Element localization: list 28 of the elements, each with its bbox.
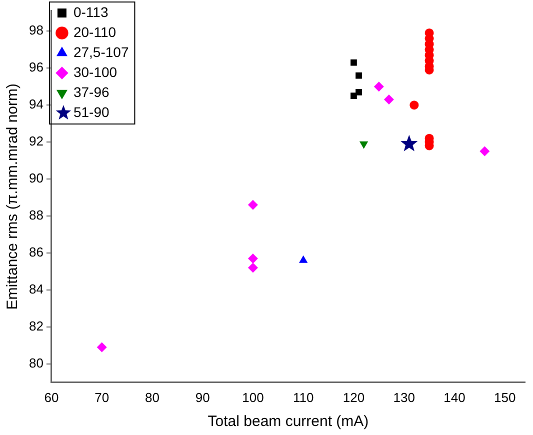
- x-tick-label: 110: [292, 390, 314, 405]
- x-tick-label: 140: [444, 390, 466, 405]
- x-tick-label: 130: [393, 390, 415, 405]
- y-tick-label: 92: [28, 134, 44, 149]
- y-tick-label: 96: [28, 60, 44, 75]
- y-tick-label: 82: [28, 318, 44, 334]
- legend-label: 51-90: [73, 104, 110, 120]
- y-tick-label: 86: [28, 244, 44, 260]
- x-tick-label: 80: [144, 390, 160, 405]
- x-tick-label: 70: [94, 390, 110, 405]
- legend-label: 0-113: [73, 4, 108, 20]
- y-tick-label: 84: [28, 282, 44, 297]
- y-tick-label: 90: [28, 170, 44, 186]
- legend-label: 20-110: [73, 24, 116, 40]
- y-tick-label: 94: [28, 96, 44, 112]
- y-tick-label: 88: [28, 208, 44, 223]
- y-axis-title: Emittance rms (π.mm.mrad norm): [4, 83, 22, 310]
- x-tick-label: 90: [195, 390, 210, 405]
- x-tick-label: 100: [242, 390, 264, 405]
- x-tick-label: 120: [342, 390, 365, 405]
- legend-label: 27,5-107: [73, 44, 129, 60]
- legend-label: 37-96: [73, 84, 110, 100]
- y-tick-label: 98: [28, 22, 44, 38]
- y-tick-label: 80: [28, 355, 44, 370]
- x-tick-label: 150: [494, 390, 516, 405]
- x-tick-label: 60: [44, 390, 59, 405]
- x-axis-title: Total beam current (mA): [208, 413, 369, 430]
- legend-label: 30-100: [73, 64, 118, 80]
